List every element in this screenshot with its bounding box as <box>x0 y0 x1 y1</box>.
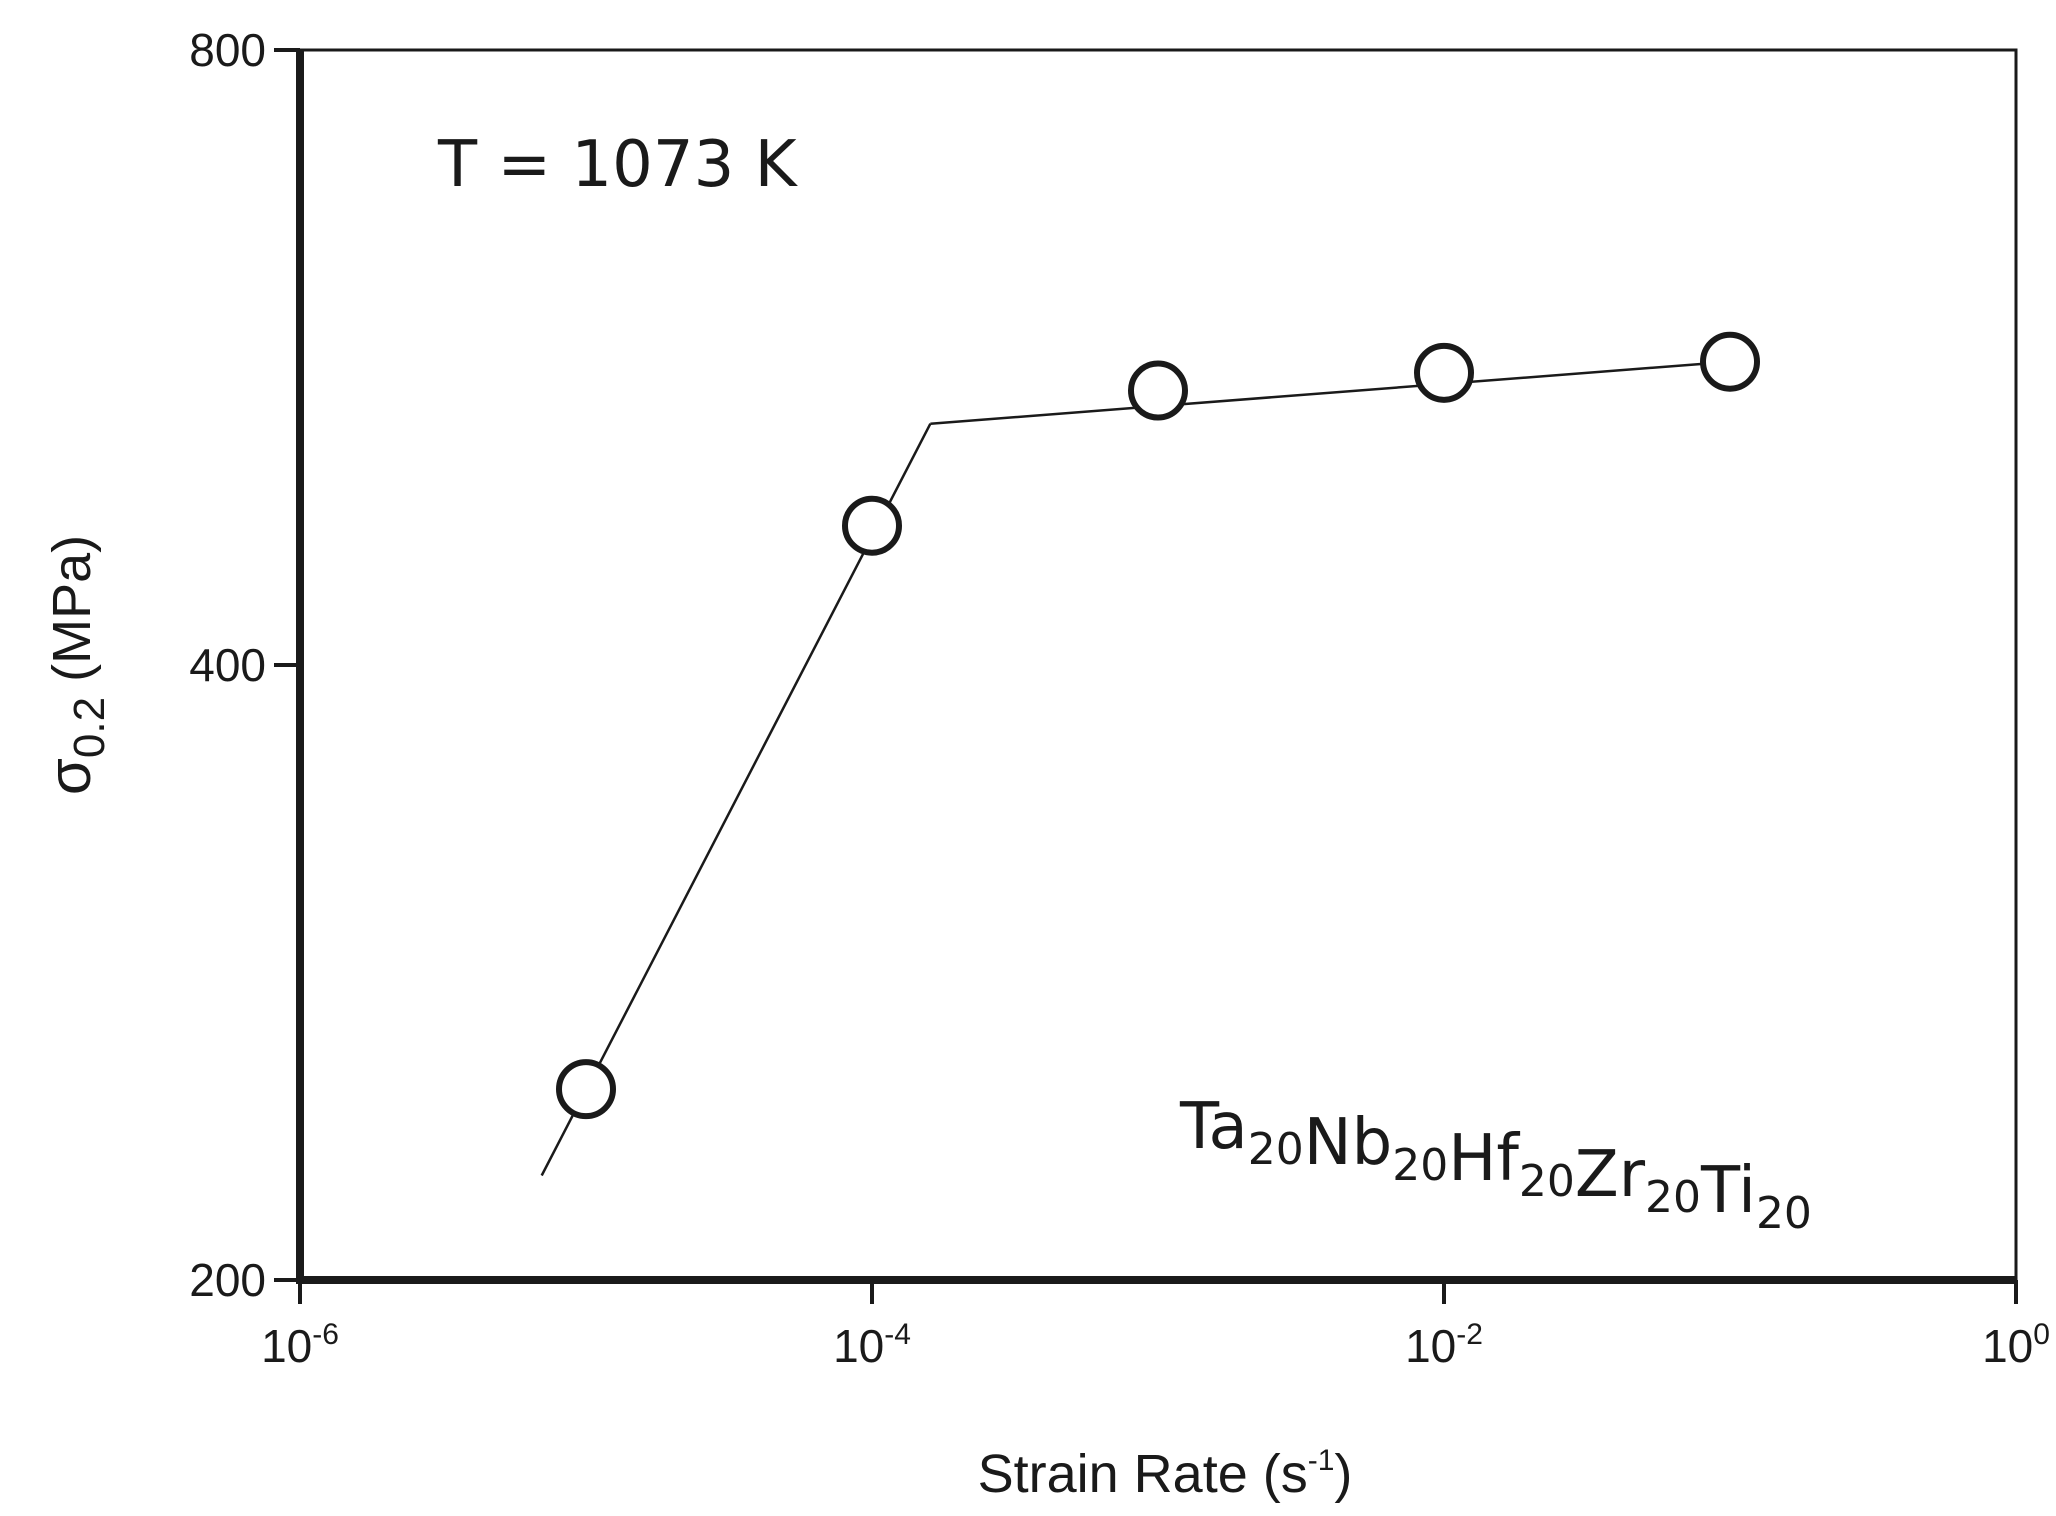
data-point <box>842 495 902 556</box>
data-point <box>556 1059 616 1120</box>
x-tick-label: 10-2 <box>1405 1318 1483 1372</box>
y-tick-label: 400 <box>189 639 266 691</box>
fit-lines <box>540 360 1731 1177</box>
x-axis-title: Strain Rate (s-1) <box>978 1444 1353 1504</box>
y-tick-label: 200 <box>189 1254 266 1306</box>
x-ticks: 10-6 10-4 10-2 100 <box>261 1280 2050 1372</box>
annotation-alloy: Ta20Nb20Hf20Zr20Ti20 <box>1179 1090 1812 1239</box>
annotation-temperature: T = 1073 K <box>437 128 799 202</box>
y-ticks: 200 400 800 <box>189 24 300 1306</box>
x-tick-label: 10-6 <box>261 1318 339 1372</box>
y-axis-title: σ0.2 (MPa) <box>36 535 114 795</box>
data-point <box>1128 360 1188 421</box>
data-points <box>556 331 1760 1120</box>
data-point <box>1700 331 1760 392</box>
data-point <box>1414 342 1474 403</box>
y-tick-label: 800 <box>189 24 266 76</box>
x-tick-label: 10-4 <box>833 1318 911 1372</box>
fit-line-segment <box>930 360 1731 425</box>
x-tick-label: 100 <box>1982 1318 2050 1372</box>
